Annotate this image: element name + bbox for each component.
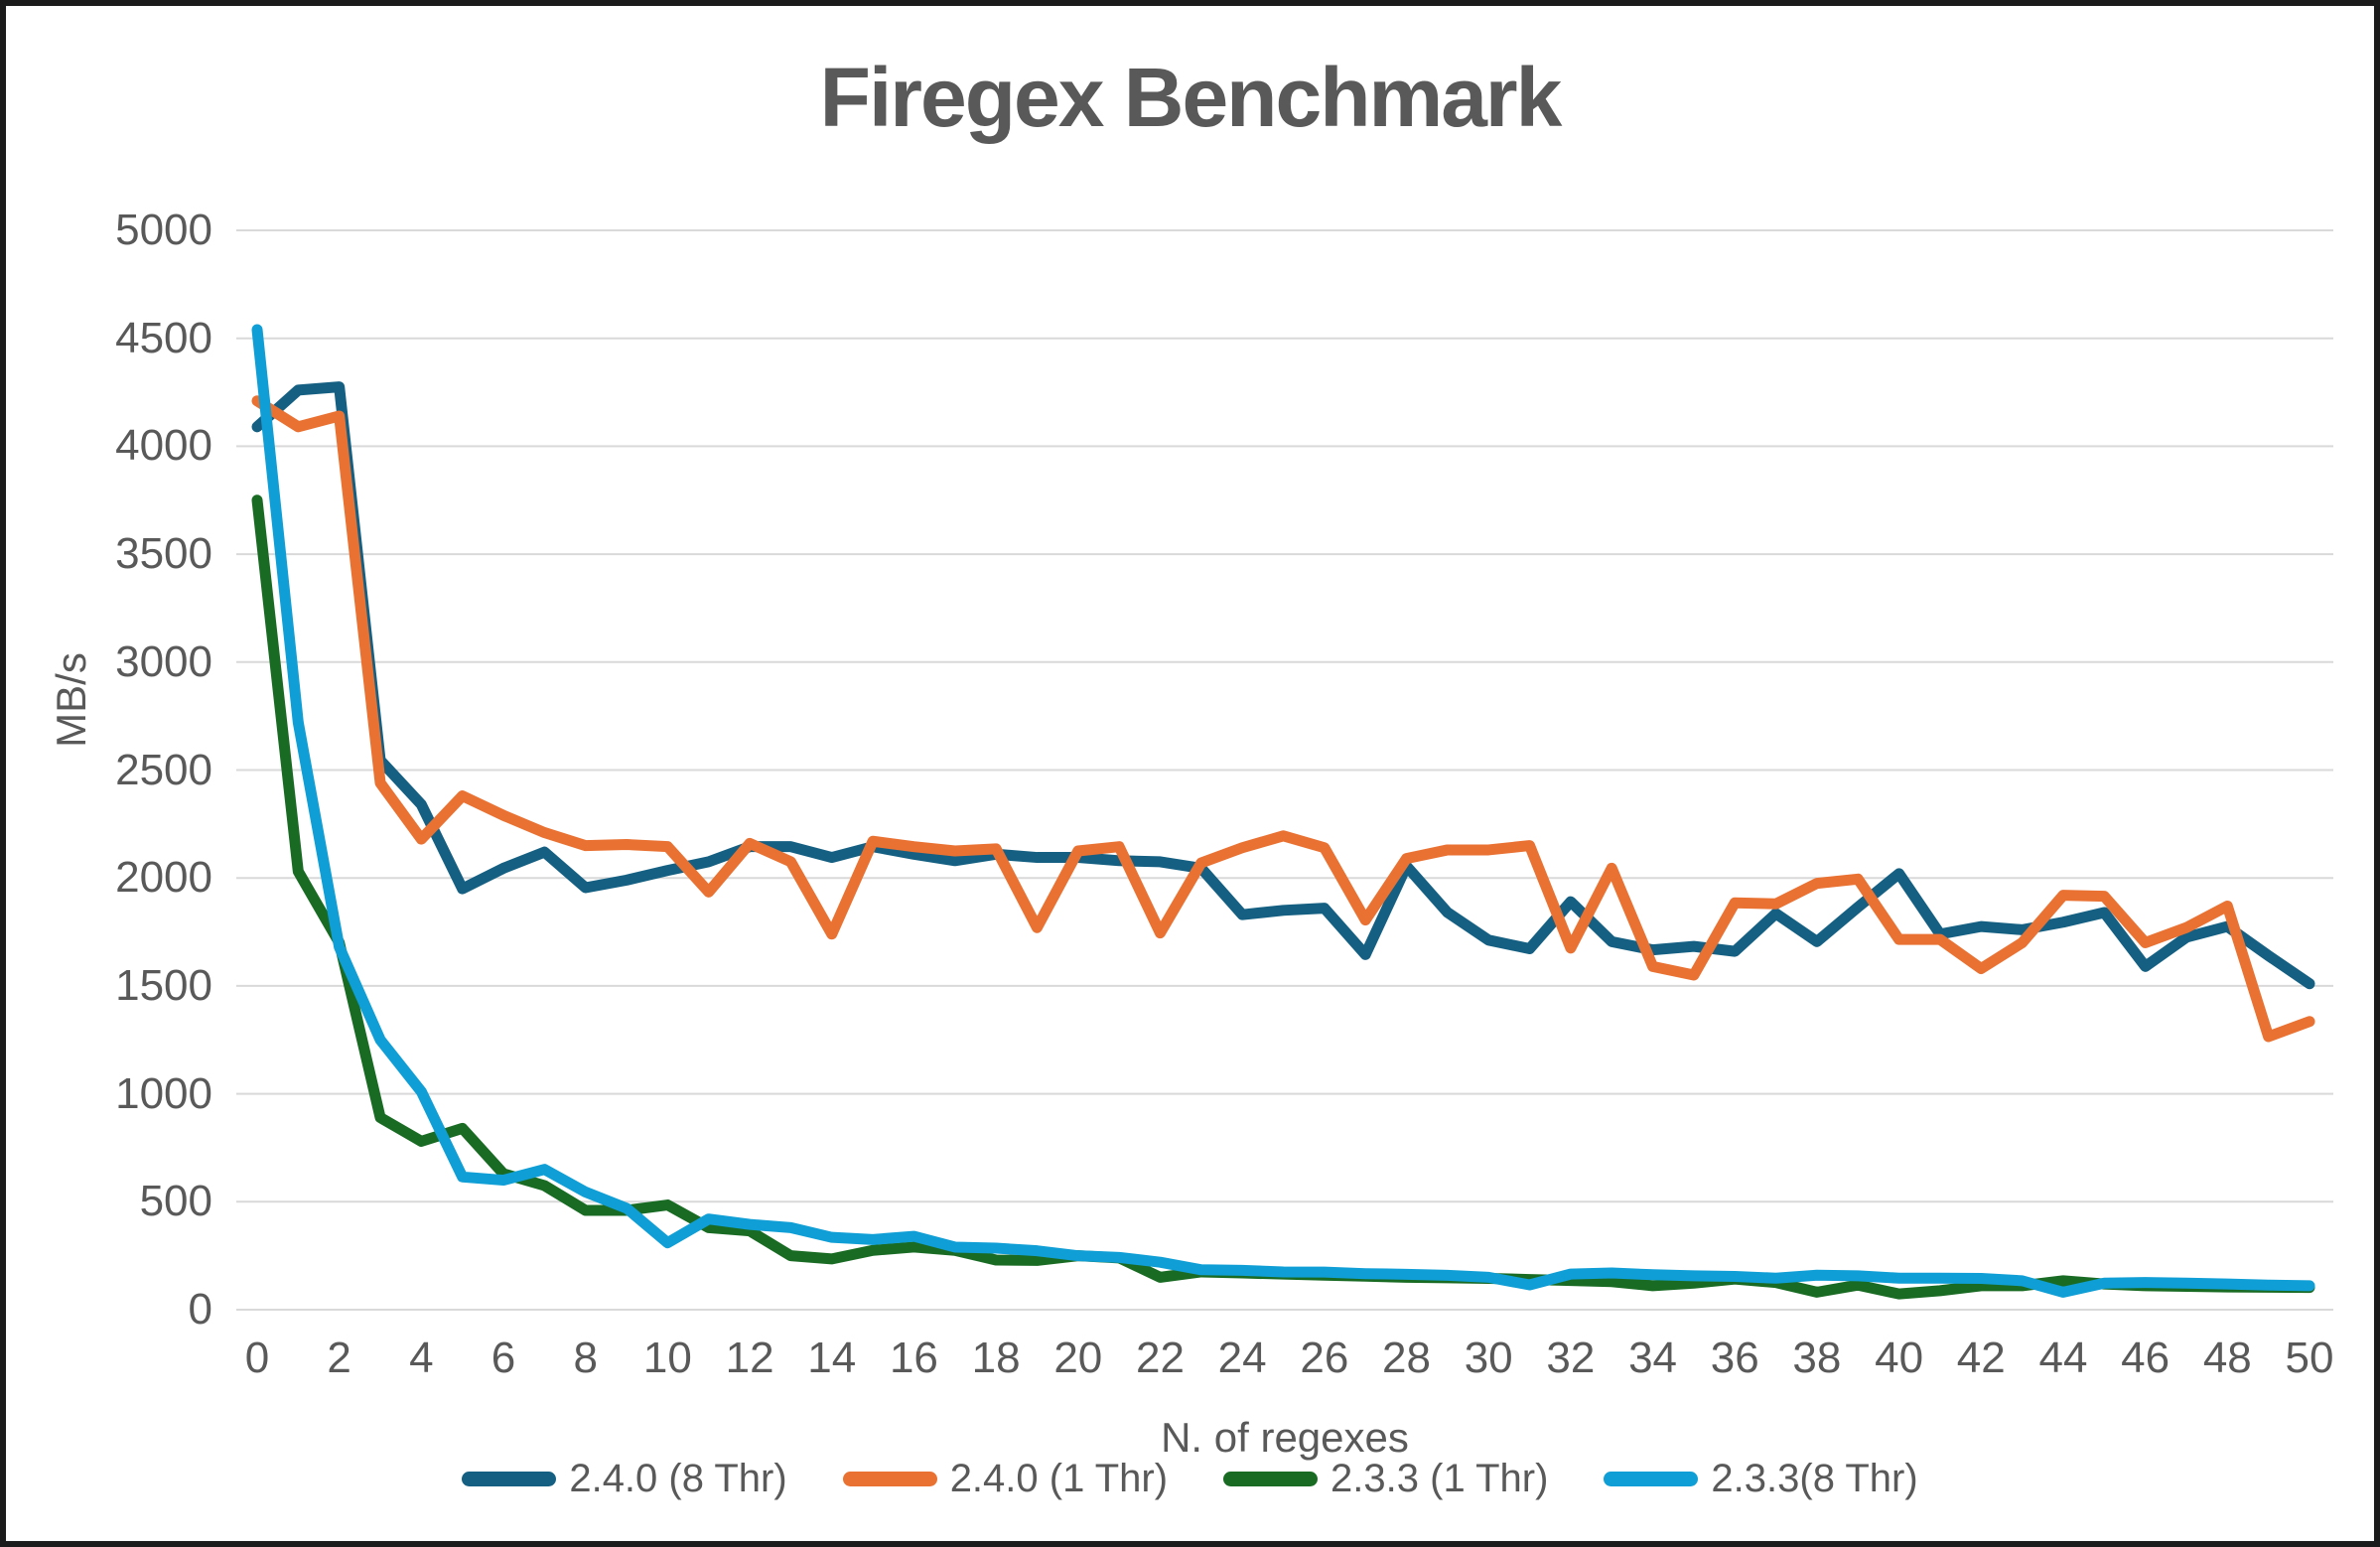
x-tick-label: 24 <box>1217 1334 1267 1382</box>
x-tick-label: 50 <box>2285 1334 2334 1382</box>
x-tick-label: 36 <box>1710 1334 1759 1382</box>
x-tick-label: 38 <box>1792 1334 1842 1382</box>
x-tick-label: 32 <box>1546 1334 1596 1382</box>
series-line-2.4.0-8thr <box>251 381 2315 990</box>
series-line-2.3.3-8thr <box>251 324 2315 1298</box>
x-tick-label: 12 <box>725 1334 774 1382</box>
x-tick-label: 44 <box>2038 1334 2088 1382</box>
y-tick-label: 1500 <box>115 960 212 1010</box>
x-tick-label: 28 <box>1382 1334 1431 1382</box>
legend-swatch-2.3.3-8thr <box>1604 1471 1699 1486</box>
legend: 2.4.0 (8 Thr) 2.4.0 (1 Thr) 2.3.3 (1 Thr) 2… <box>0 1454 2380 1503</box>
x-tick-label: 30 <box>1464 1334 1513 1382</box>
x-tick-label: 48 <box>2202 1334 2252 1382</box>
legend-label: 2.4.0 (8 Thr) <box>569 1457 787 1500</box>
x-tick-label: 46 <box>2121 1334 2170 1382</box>
y-tick-label: 0 <box>188 1285 212 1334</box>
x-tick-label: 18 <box>971 1334 1021 1382</box>
x-tick-label: 6 <box>490 1334 516 1382</box>
x-tick-label: 34 <box>1628 1334 1678 1382</box>
x-tick-label: 4 <box>409 1334 434 1382</box>
y-tick-label: 4500 <box>115 313 212 362</box>
y-tick-label: 5000 <box>115 206 212 254</box>
y-tick-label: 2500 <box>115 745 212 794</box>
x-tick-label: 14 <box>807 1334 857 1382</box>
x-tick-label: 20 <box>1053 1334 1103 1382</box>
legend-swatch-2.4.0-1thr <box>842 1471 937 1486</box>
legend-item-2.3.3-8thr: 2.3.3(8 Thr) <box>1604 1454 1918 1503</box>
legend-item-2.4.0-1thr: 2.4.0 (1 Thr) <box>842 1454 1169 1503</box>
legend-item-2.3.3-1thr: 2.3.3 (1 Thr) <box>1223 1454 1548 1503</box>
x-tick-label: 10 <box>642 1334 692 1382</box>
y-tick-label: 1000 <box>115 1068 212 1118</box>
x-tick-label: 40 <box>1875 1334 1924 1382</box>
chart-title: Firegex Benchmark <box>819 51 1563 144</box>
legend-label: 2.4.0 (1 Thr) <box>949 1457 1169 1500</box>
x-tick-label: 22 <box>1135 1334 1185 1382</box>
y-tick-label: 4000 <box>115 421 212 471</box>
x-tick-label: 26 <box>1300 1334 1349 1382</box>
y-tick-label: 3500 <box>115 529 212 579</box>
y-tick-label: 3000 <box>115 636 212 686</box>
legend-swatch-2.3.3-1thr <box>1223 1471 1319 1486</box>
x-tick-label: 16 <box>889 1334 938 1382</box>
legend-label: 2.3.3(8 Thr) <box>1711 1457 1918 1500</box>
y-tick-label: 500 <box>139 1177 212 1226</box>
y-tick-label: 2000 <box>115 853 212 903</box>
legend-item-2.4.0-8thr: 2.4.0 (8 Thr) <box>462 1454 787 1503</box>
x-tick-label: 0 <box>244 1334 270 1382</box>
x-tick-label: 2 <box>327 1334 351 1382</box>
x-axis-title: N. of regexes <box>1161 1414 1409 1461</box>
legend-label: 2.3.3 (1 Thr) <box>1330 1457 1549 1500</box>
x-tick-label: 42 <box>1956 1334 2006 1382</box>
x-tick-label: 8 <box>573 1334 598 1382</box>
series-line-2.4.0-1thr <box>251 395 2315 1043</box>
legend-swatch-2.4.0-8thr <box>462 1471 557 1486</box>
